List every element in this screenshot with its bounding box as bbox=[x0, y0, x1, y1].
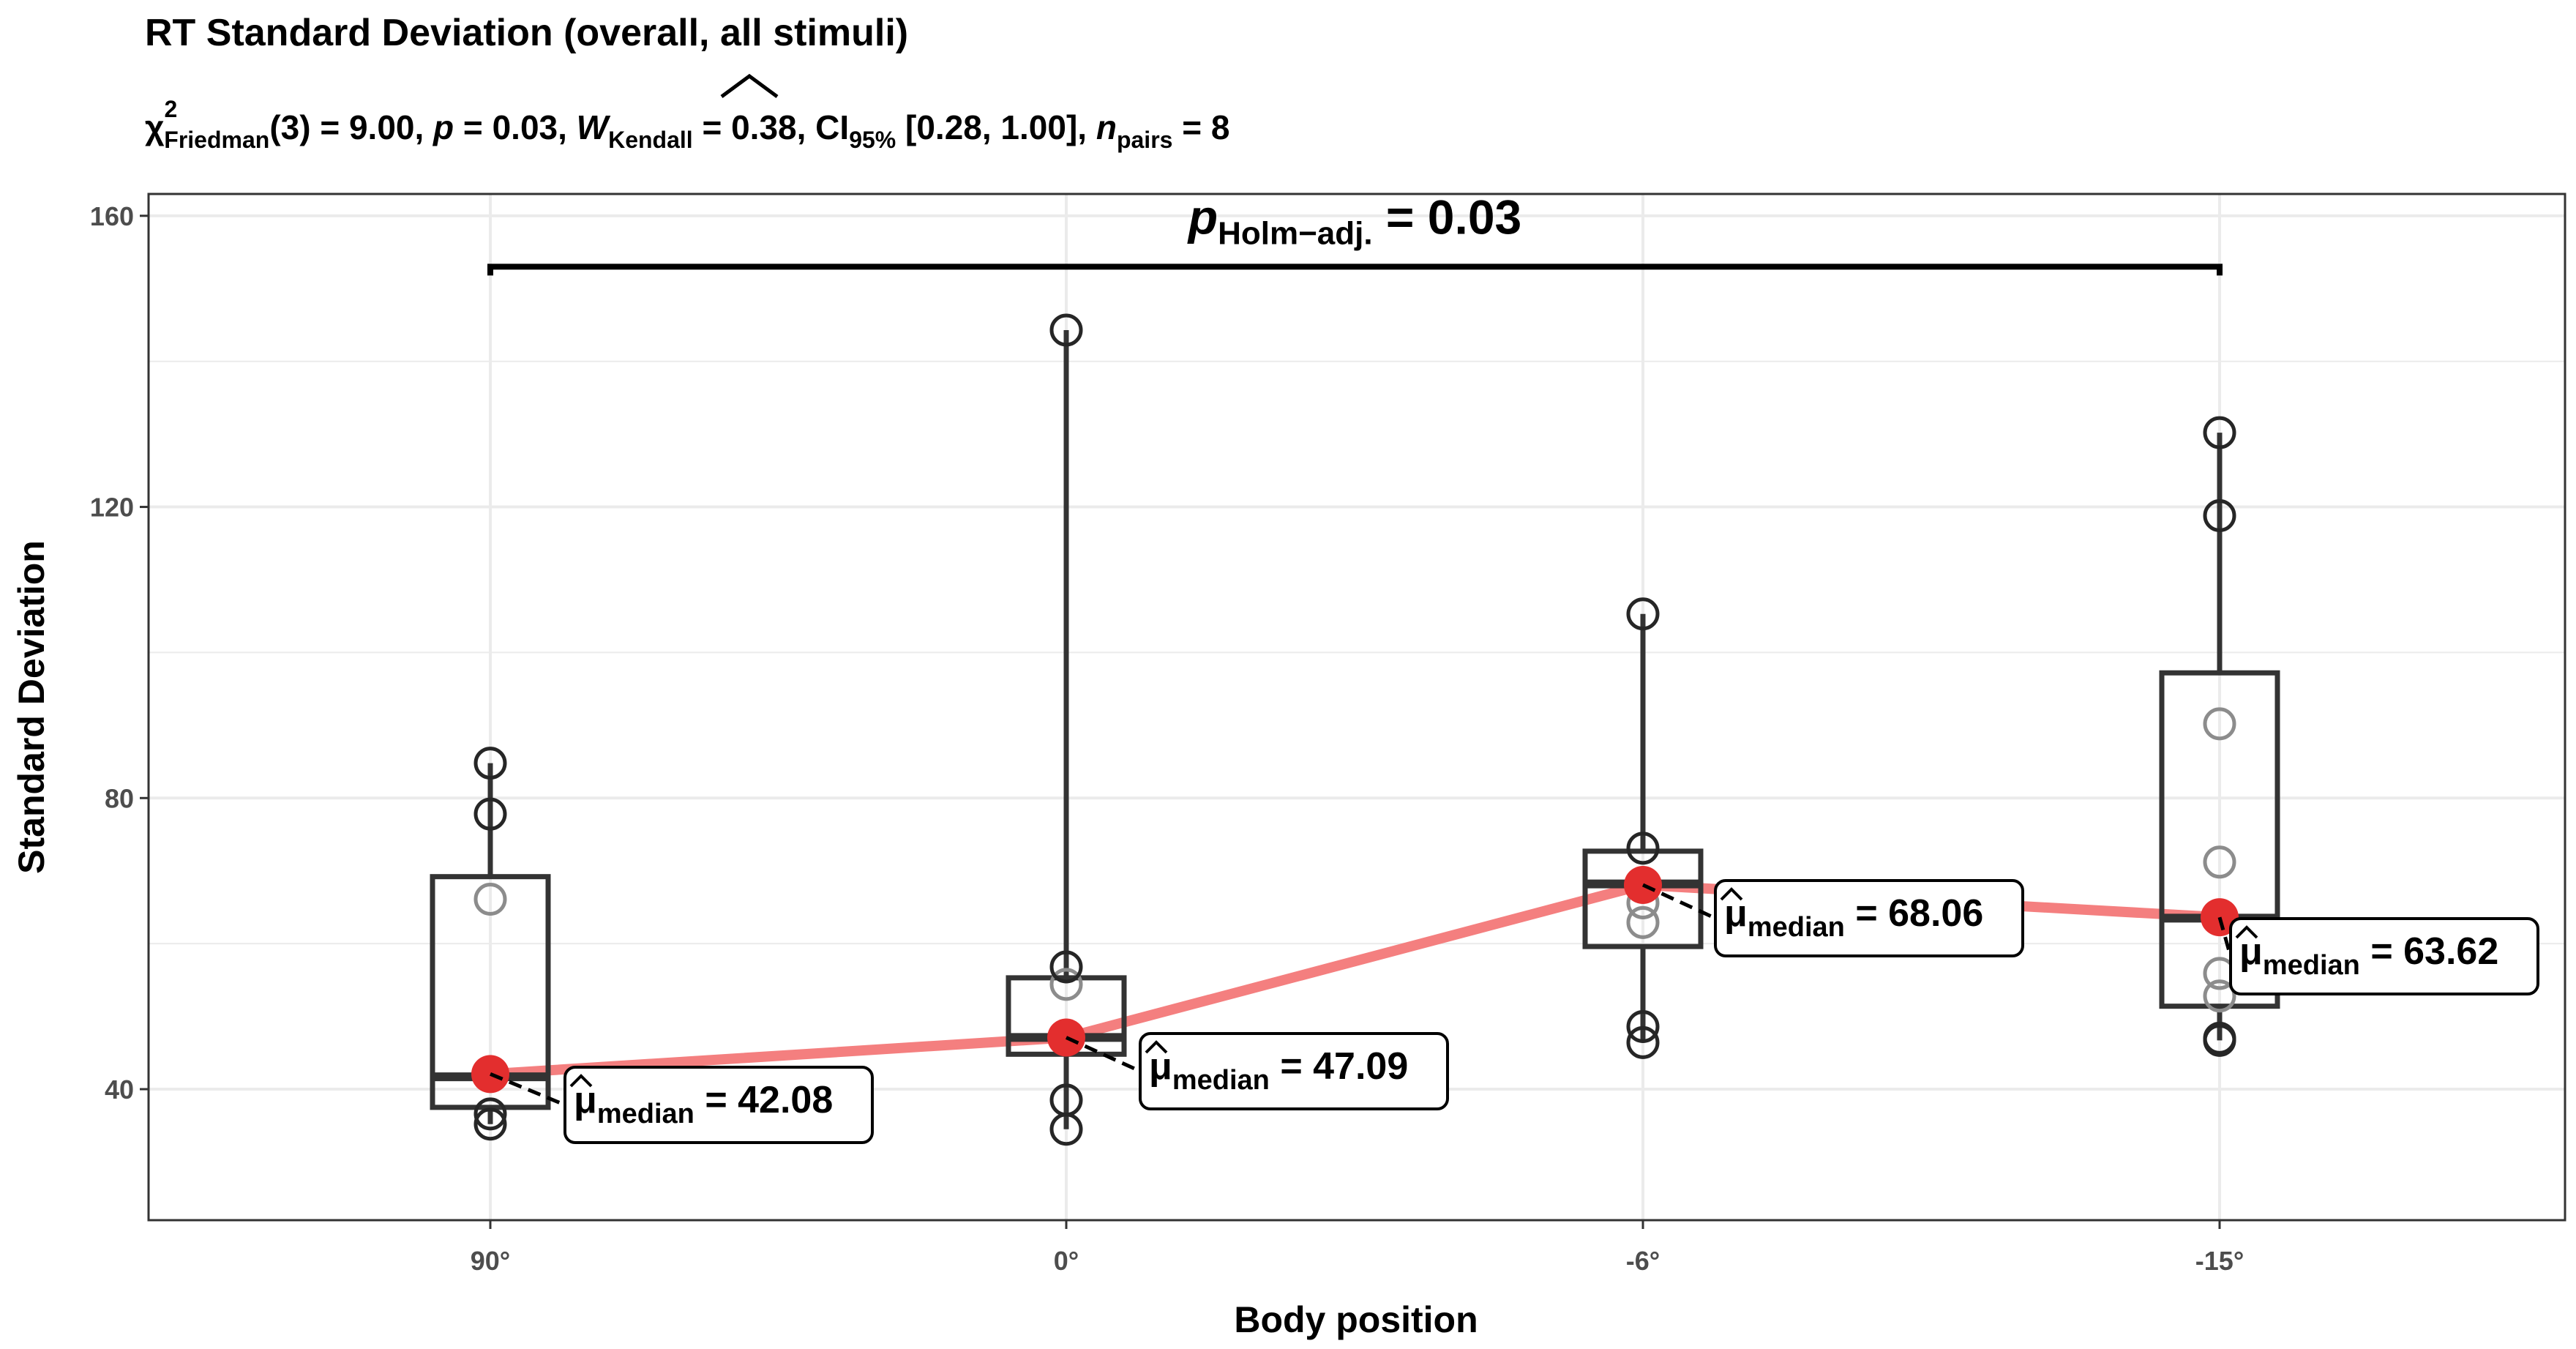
subtitle-chi-sub: Friedman bbox=[164, 127, 269, 153]
significance-bracket bbox=[487, 264, 2223, 276]
subtitle-w-symbol: W bbox=[577, 108, 611, 146]
data-point bbox=[1626, 597, 1660, 631]
median-label: μmedian = 68.06 bbox=[1724, 892, 1983, 943]
subtitle-n-sub: pairs bbox=[1117, 127, 1172, 153]
median-label-symbol: μ bbox=[2239, 930, 2263, 973]
significance-p-sub: Holm−adj. bbox=[1218, 215, 1373, 251]
y-axis-title: Standard Deviation bbox=[11, 540, 52, 874]
data-point bbox=[1626, 1010, 1660, 1044]
median-label: μmedian = 63.62 bbox=[2239, 930, 2498, 981]
median-label-symbol: μ bbox=[1724, 892, 1748, 935]
median-label-connector bbox=[1641, 883, 1717, 920]
data-point bbox=[1049, 313, 1083, 347]
significance-value: = 0.03 bbox=[1373, 190, 1522, 244]
box-rect bbox=[1582, 848, 1704, 949]
data-point bbox=[473, 883, 507, 916]
data-point bbox=[2203, 707, 2236, 741]
data-point bbox=[1049, 950, 1083, 984]
y-tick-label: 160 bbox=[90, 201, 134, 231]
median-label-value: = 63.62 bbox=[2360, 930, 2498, 973]
subtitle-p-text: = 0.03, bbox=[454, 108, 577, 146]
chart-title: RT Standard Deviation (overall, all stim… bbox=[145, 12, 908, 54]
median-label-hat bbox=[1720, 887, 1743, 901]
median-label-sub: median bbox=[2263, 950, 2360, 981]
x-tick-label: -6° bbox=[1626, 1246, 1660, 1276]
y-tick-label: 80 bbox=[105, 783, 134, 813]
x-tick-label: 90° bbox=[471, 1246, 510, 1276]
x-tick-label: -15° bbox=[2195, 1246, 2244, 1276]
median-label-hat bbox=[1145, 1040, 1168, 1054]
data-point bbox=[473, 1097, 507, 1131]
x-axis: 90° 0° -6° -15° bbox=[471, 1220, 2244, 1276]
median-label-box bbox=[564, 1066, 874, 1144]
median-label-sub: median bbox=[1748, 912, 1845, 943]
significance-label: pHolm−adj. = 0.03 bbox=[1187, 190, 1522, 251]
median-label: μmedian = 47.09 bbox=[1149, 1045, 1408, 1096]
data-point bbox=[1626, 1025, 1660, 1059]
box-layer bbox=[430, 329, 2280, 1129]
median-label-box bbox=[1714, 879, 2024, 957]
subtitle-n-text: = 8 bbox=[1172, 108, 1229, 146]
data-point bbox=[2203, 979, 2236, 1013]
y-tick-label: 40 bbox=[105, 1075, 134, 1105]
median-label-connector bbox=[2217, 916, 2233, 957]
median-label-sub: median bbox=[597, 1099, 694, 1129]
median-label-hat bbox=[569, 1074, 593, 1088]
median-label-symbol: μ bbox=[1149, 1045, 1172, 1088]
box-rect bbox=[430, 874, 551, 1110]
median-label: μmedian = 42.08 bbox=[574, 1079, 833, 1129]
chart-subtitle: χ2 Friedman(3) = 9.00, p = 0.03, WKendall… bbox=[145, 96, 1229, 153]
y-axis: 40 80 120 160 bbox=[90, 201, 149, 1105]
x-tick-label: 0° bbox=[1054, 1246, 1079, 1276]
subtitle-ci-sub: 95% bbox=[849, 127, 896, 153]
data-point bbox=[1626, 905, 1660, 939]
plot-panel-border bbox=[147, 193, 2566, 1222]
subtitle-ci-text: [0.28, 1.00], bbox=[896, 108, 1096, 146]
significance-p-symbol: p bbox=[1187, 190, 1218, 244]
data-point bbox=[2203, 416, 2236, 449]
subtitle-w-sub: Kendall bbox=[608, 127, 693, 153]
data-point bbox=[2203, 845, 2236, 879]
median-label-box bbox=[2229, 917, 2539, 995]
y-tick-label: 120 bbox=[90, 493, 134, 523]
data-point bbox=[2203, 1021, 2236, 1055]
data-point bbox=[1049, 1083, 1083, 1117]
data-point bbox=[473, 1107, 507, 1141]
subtitle-chi-symbol: χ bbox=[145, 108, 165, 146]
subtitle-p-symbol: p bbox=[432, 108, 454, 146]
x-axis-title: Body position bbox=[1234, 1299, 1478, 1340]
subtitle-w-text: = 0.38, CI bbox=[693, 108, 850, 146]
median-label-value: = 47.09 bbox=[1270, 1045, 1408, 1088]
subtitle-chi-sup: 2 bbox=[164, 96, 177, 122]
median-label-value: = 68.06 bbox=[1845, 892, 1983, 935]
box-rect bbox=[2159, 670, 2280, 1009]
subtitle-df-text: (3) = 9.00, bbox=[269, 108, 433, 146]
median-label-box bbox=[1139, 1032, 1449, 1110]
data-point bbox=[1626, 832, 1660, 865]
median-label-hat bbox=[2235, 925, 2258, 939]
median-label-sub: median bbox=[1172, 1065, 1270, 1096]
median-label-value: = 42.08 bbox=[694, 1079, 833, 1121]
median-label-symbol: μ bbox=[574, 1079, 597, 1121]
data-point bbox=[473, 797, 507, 831]
subtitle-n-symbol: n bbox=[1096, 108, 1117, 146]
data-point bbox=[1049, 968, 1083, 1001]
median-label-connector bbox=[490, 1072, 566, 1107]
median-label-connector bbox=[1065, 1036, 1142, 1073]
subtitle-w-hat bbox=[720, 73, 779, 99]
data-point bbox=[2203, 498, 2236, 532]
data-point bbox=[473, 747, 507, 780]
significance-layer: pHolm−adj. = 0.03 bbox=[487, 190, 2223, 276]
